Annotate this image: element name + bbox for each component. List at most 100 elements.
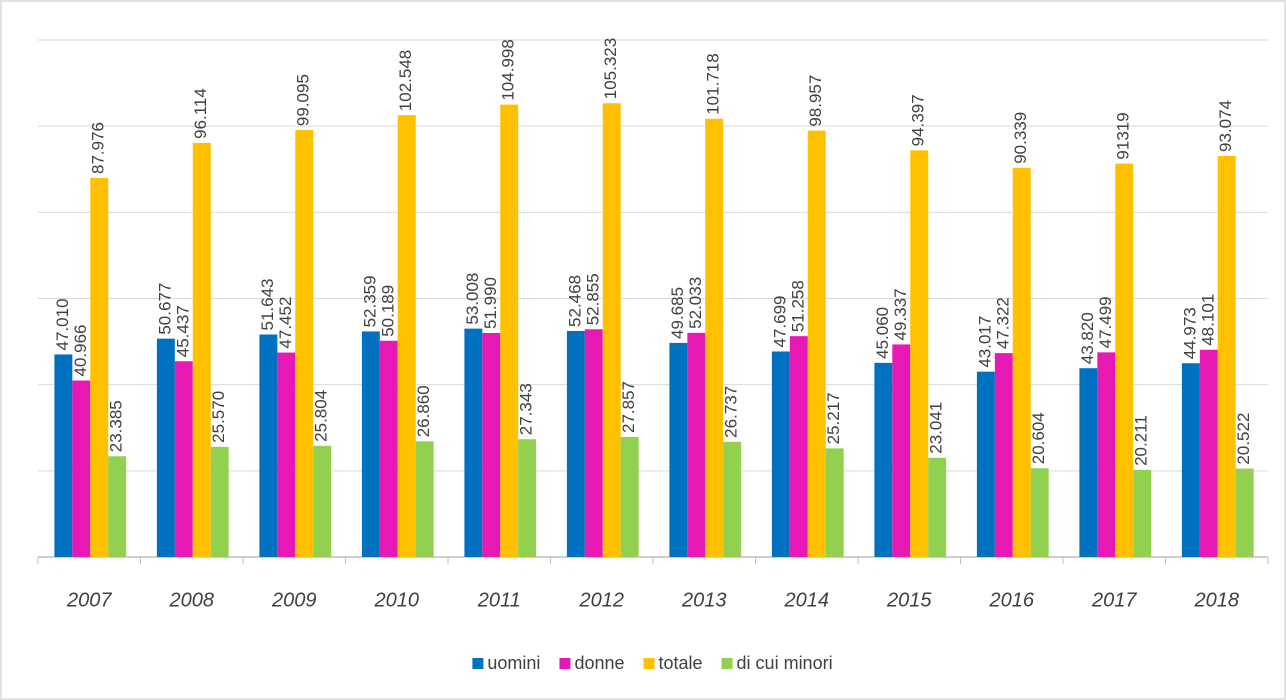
data-label: 87.976 <box>89 122 108 174</box>
data-label: 104.998 <box>499 39 518 100</box>
data-label: 27.857 <box>619 381 638 433</box>
data-label: 25.804 <box>312 390 331 442</box>
data-label: 26.737 <box>722 386 741 438</box>
bar <box>723 441 742 557</box>
data-label: 51.643 <box>258 279 277 331</box>
data-label: 25.217 <box>824 392 843 444</box>
x-tick-label: 2017 <box>1091 589 1137 611</box>
bar <box>892 344 911 557</box>
x-tick-label: 2010 <box>374 589 420 611</box>
bar <box>825 448 844 557</box>
data-label: 96.114 <box>191 88 210 139</box>
data-label: 50.189 <box>378 285 397 337</box>
bar <box>1097 352 1116 557</box>
bar <box>1235 468 1254 557</box>
bar <box>464 328 483 557</box>
data-label: 52.855 <box>583 273 602 325</box>
data-label: 105.323 <box>601 38 620 99</box>
bar <box>1133 469 1152 557</box>
data-label: 49.337 <box>891 288 910 340</box>
data-label: 50.677 <box>155 283 174 335</box>
bar <box>910 150 929 557</box>
data-label: 51.990 <box>481 277 500 329</box>
bar <box>1030 468 1049 557</box>
data-label: 98.957 <box>806 75 825 127</box>
data-label: 44.973 <box>1180 307 1199 359</box>
data-label: 91319 <box>1114 112 1133 159</box>
bar <box>482 333 501 557</box>
bar <box>397 115 416 558</box>
x-tick-label: 2018 <box>1194 589 1240 611</box>
data-label: 43.820 <box>1078 312 1097 364</box>
data-label: 101.718 <box>704 53 723 114</box>
bar <box>771 351 790 557</box>
data-label: 26.860 <box>414 385 433 437</box>
data-label: 48.101 <box>1198 294 1217 346</box>
data-label: 102.548 <box>396 50 415 111</box>
bar <box>807 130 826 557</box>
data-label: 52.468 <box>565 275 584 327</box>
x-tick-label: 2012 <box>579 589 625 611</box>
data-label: 47.010 <box>53 298 72 350</box>
data-label: 90.339 <box>1011 112 1030 164</box>
bar <box>259 334 278 557</box>
bar <box>602 103 621 558</box>
data-label: 45.437 <box>173 305 192 357</box>
bar <box>1199 349 1218 557</box>
data-label: 20.522 <box>1234 413 1253 465</box>
data-label: 52.033 <box>686 277 705 329</box>
data-label: 52.359 <box>360 275 379 327</box>
bar <box>54 354 73 557</box>
legend-swatch <box>559 658 571 669</box>
x-tick-label: 2009 <box>271 589 317 611</box>
bar <box>620 436 639 557</box>
bar <box>1079 368 1098 557</box>
legend-swatch <box>721 658 733 669</box>
bar <box>994 353 1013 557</box>
bar <box>210 446 229 557</box>
data-label: 43.017 <box>975 316 994 368</box>
data-label: 51.258 <box>788 280 807 332</box>
data-label: 40.966 <box>71 325 90 377</box>
data-label: 47.699 <box>770 295 789 347</box>
legend-swatch <box>472 658 484 669</box>
bar <box>669 342 688 557</box>
bar <box>192 142 211 557</box>
bar <box>789 336 808 557</box>
bar <box>976 371 995 557</box>
data-label: 23.041 <box>927 402 946 454</box>
bar <box>1115 163 1134 557</box>
data-label: 20.604 <box>1029 412 1048 464</box>
bar <box>1217 156 1236 558</box>
bar <box>1181 363 1200 557</box>
bar <box>72 380 91 557</box>
data-label: 93.074 <box>1216 100 1235 152</box>
bar <box>518 439 537 557</box>
data-label: 49.685 <box>668 287 687 339</box>
legend-label: totale <box>659 653 703 673</box>
bar <box>361 331 380 557</box>
legend-label: uomini <box>487 653 540 673</box>
data-label: 25.570 <box>209 391 228 443</box>
data-label: 47.499 <box>1096 296 1115 348</box>
legend-swatch <box>643 658 655 669</box>
data-label: 47.452 <box>276 297 295 349</box>
bar <box>874 362 893 557</box>
x-tick-label: 2015 <box>886 589 932 611</box>
bar <box>277 352 296 557</box>
bar <box>108 456 127 557</box>
bar <box>313 445 332 557</box>
bar <box>415 441 434 557</box>
bar <box>90 177 109 557</box>
bar <box>500 104 519 558</box>
bar <box>156 338 175 557</box>
bar <box>295 130 314 557</box>
x-tick-label: 2008 <box>169 589 215 611</box>
bar <box>174 361 193 557</box>
legend-label: donne <box>574 653 624 673</box>
x-tick-label: 2016 <box>989 589 1035 611</box>
bar <box>705 118 724 557</box>
data-label: 94.397 <box>909 94 928 146</box>
